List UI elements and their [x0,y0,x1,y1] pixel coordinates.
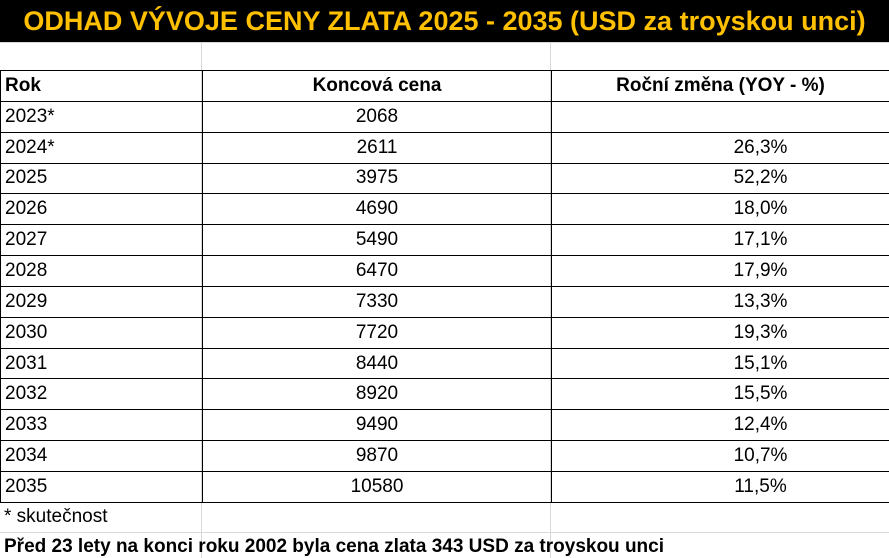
page-title: ODHAD VÝVOJE CENY ZLATA 2025 - 2035 (USD… [0,0,889,42]
cell-change: 10,7% [551,440,889,472]
cell-price: 8920 [202,378,552,411]
cell-change: 52,2% [551,162,889,195]
table-row: 2029 7330 13,3% [0,285,889,318]
cell-price: 8440 [202,347,552,380]
cell-price: 5490 [202,224,552,257]
table-row: 2032 8920 15,5% [0,378,889,411]
table-row: 2034 9870 10,7% [0,440,889,472]
cell-change: 15,5% [551,378,889,411]
cell-change: 17,9% [551,255,889,287]
cell-change: 15,1% [551,347,889,380]
table-row: 2024* 2611 26,3% [0,131,889,164]
bottom-note: Před 23 lety na konci roku 2002 byla cen… [4,536,664,557]
cell-price: 2068 [202,100,552,133]
cell-change: 19,3% [551,316,889,349]
cell-year: 2032 [0,378,203,411]
table-body: 2023* 2068 2024* 2611 26,3% 2025 3975 52,2% 2026… [0,100,889,503]
cell-change: 26,3% [551,131,889,164]
cell-change [551,100,889,133]
cell-year: 2031 [0,347,203,380]
gridline [0,42,889,43]
cell-change: 13,3% [551,285,889,318]
table-row: 2025 3975 52,2% [0,162,889,195]
table-row: 2026 4690 18,0% [0,193,889,226]
cell-year: 2023* [0,100,203,133]
column-header-price: Koncová cena [202,70,552,102]
cell-price: 2611 [202,131,552,164]
column-header-change: Roční změna (YOY - %) [551,70,889,102]
table-row: 2028 6470 17,9% [0,255,889,287]
cell-year: 2033 [0,409,203,442]
cell-year: 2035 [0,470,203,503]
table-row: 2033 9490 12,4% [0,409,889,442]
gold-price-table: Rok Koncová cena Roční změna (YOY - %) 2… [0,70,889,503]
cell-year: 2028 [0,255,203,287]
table-row: 2030 7720 19,3% [0,316,889,349]
table-row: 2035 10580 11,5% [0,470,889,503]
cell-change: 17,1% [551,224,889,257]
cell-change: 18,0% [551,193,889,226]
cell-price: 9870 [202,440,552,472]
cell-price: 6470 [202,255,552,287]
footnote: * skutečnost [4,506,108,527]
table-row: 2027 5490 17,1% [0,224,889,257]
cell-price: 9490 [202,409,552,442]
cell-year: 2034 [0,440,203,472]
column-header-year: Rok [0,70,203,102]
cell-year: 2029 [0,285,203,318]
cell-year: 2024* [0,131,203,164]
cell-year: 2025 [0,162,203,195]
cell-price: 7720 [202,316,552,349]
cell-price: 7330 [202,285,552,318]
cell-price: 10580 [202,470,552,503]
table-row: 2031 8440 15,1% [0,347,889,380]
cell-price: 4690 [202,193,552,226]
cell-change: 11,5% [551,470,889,503]
table-header-row: Rok Koncová cena Roční změna (YOY - %) [0,70,889,102]
cell-price: 3975 [202,162,552,195]
gridline [0,532,889,533]
cell-year: 2026 [0,193,203,226]
table-row: 2023* 2068 [0,100,889,133]
cell-year: 2027 [0,224,203,257]
cell-year: 2030 [0,316,203,349]
cell-change: 12,4% [551,409,889,442]
